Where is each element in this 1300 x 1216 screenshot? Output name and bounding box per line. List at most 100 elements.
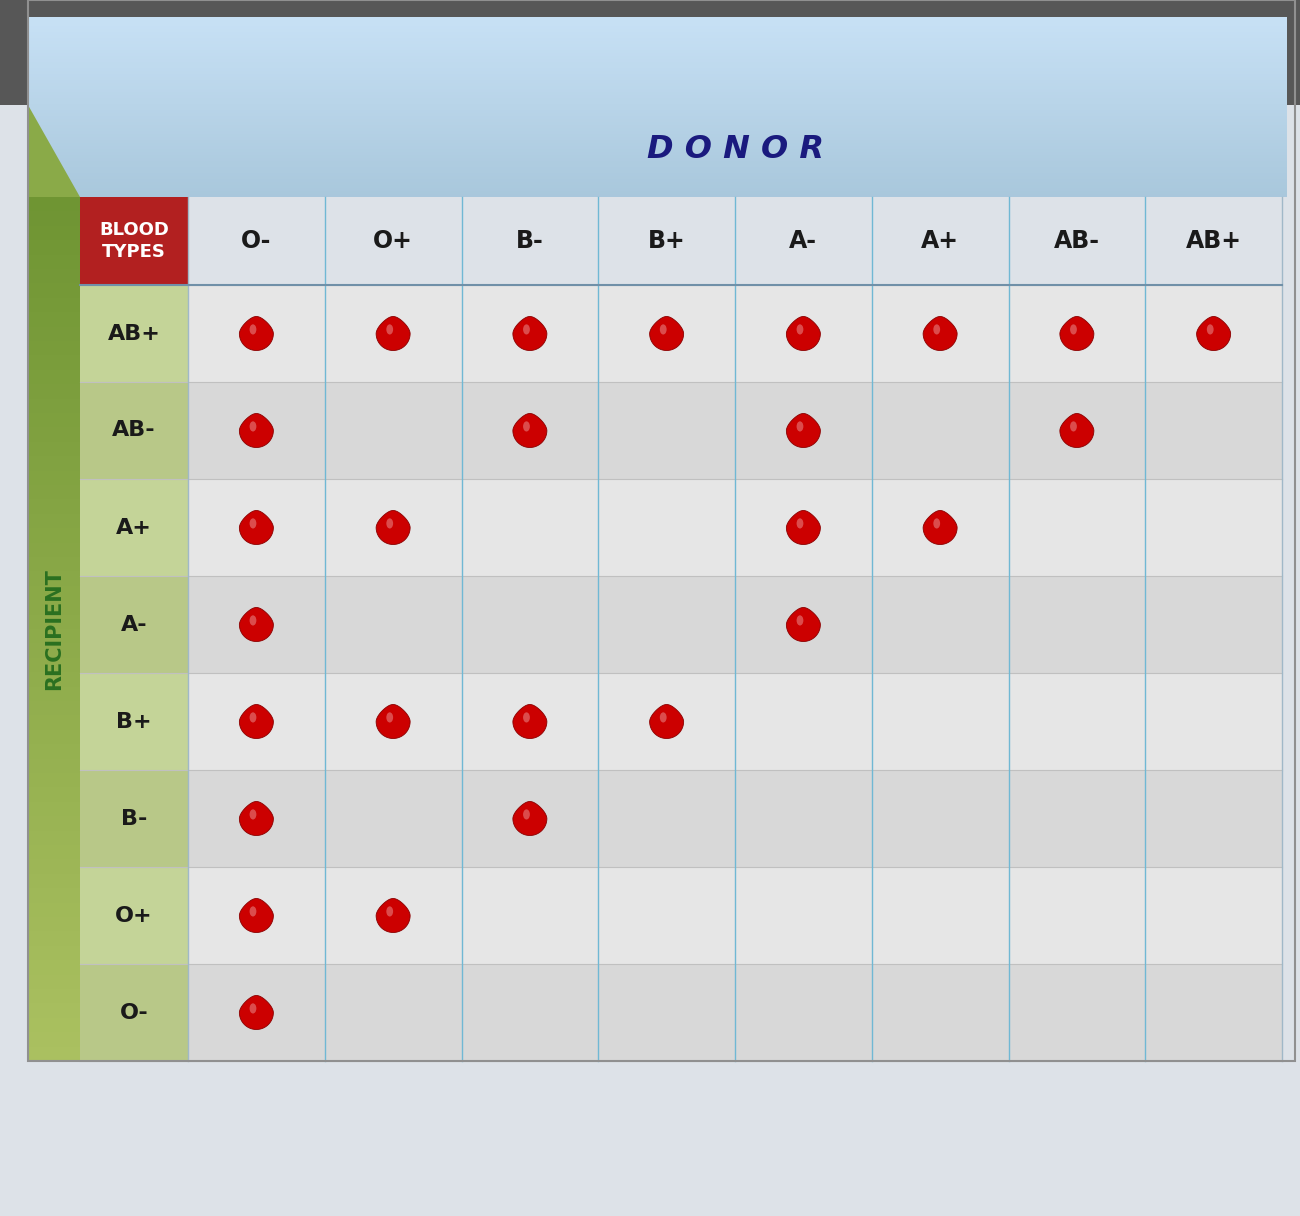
Bar bbox=[188, 576, 325, 672]
Bar bbox=[872, 672, 1009, 770]
Bar bbox=[872, 964, 1009, 1062]
Bar bbox=[872, 770, 1009, 867]
Bar bbox=[1009, 964, 1145, 1062]
Bar bbox=[29, 113, 1287, 116]
Bar bbox=[29, 122, 1287, 125]
Ellipse shape bbox=[523, 810, 530, 820]
Bar bbox=[462, 867, 598, 964]
Ellipse shape bbox=[386, 906, 393, 917]
Polygon shape bbox=[29, 105, 81, 197]
Bar bbox=[29, 989, 81, 1003]
Bar bbox=[81, 197, 188, 285]
Polygon shape bbox=[514, 316, 547, 350]
Bar bbox=[29, 150, 1287, 152]
Bar bbox=[462, 479, 598, 576]
Bar bbox=[872, 285, 1009, 382]
Text: AB-: AB- bbox=[1054, 229, 1100, 253]
Ellipse shape bbox=[1070, 325, 1076, 334]
Bar bbox=[1009, 285, 1145, 382]
Polygon shape bbox=[376, 704, 410, 738]
Text: RECIPIENT: RECIPIENT bbox=[44, 568, 64, 689]
Text: A+: A+ bbox=[922, 229, 959, 253]
Bar bbox=[29, 327, 81, 340]
Bar bbox=[29, 134, 1287, 137]
Bar bbox=[29, 860, 81, 874]
Bar bbox=[29, 95, 1287, 98]
Bar bbox=[0, 0, 1300, 105]
Bar bbox=[81, 867, 188, 964]
Bar bbox=[29, 41, 1287, 44]
Text: O+: O+ bbox=[373, 229, 413, 253]
Bar bbox=[29, 62, 1287, 64]
Bar bbox=[29, 173, 1287, 176]
Bar bbox=[29, 64, 1287, 68]
Bar bbox=[29, 68, 1287, 71]
Bar bbox=[29, 158, 1287, 161]
Bar bbox=[325, 672, 462, 770]
Bar bbox=[29, 1047, 81, 1062]
Bar bbox=[29, 29, 1287, 32]
Bar bbox=[1145, 672, 1282, 770]
Bar bbox=[29, 269, 81, 283]
Bar bbox=[188, 672, 325, 770]
Ellipse shape bbox=[1070, 421, 1076, 432]
Bar bbox=[188, 382, 325, 479]
Bar bbox=[734, 867, 872, 964]
Bar bbox=[29, 572, 81, 586]
Bar bbox=[29, 80, 1287, 83]
Bar bbox=[29, 888, 81, 902]
Bar bbox=[29, 340, 81, 355]
Bar bbox=[29, 89, 1287, 92]
Polygon shape bbox=[239, 316, 273, 350]
Text: O+: O+ bbox=[116, 906, 153, 925]
Bar bbox=[29, 176, 1287, 179]
Bar bbox=[29, 212, 81, 226]
Bar bbox=[734, 382, 872, 479]
Bar bbox=[188, 770, 325, 867]
Bar bbox=[29, 19, 1287, 23]
Bar bbox=[1145, 964, 1282, 1062]
Ellipse shape bbox=[523, 421, 530, 432]
Ellipse shape bbox=[250, 518, 256, 529]
Text: AB+: AB+ bbox=[108, 323, 160, 343]
Bar bbox=[462, 285, 598, 382]
Bar bbox=[462, 770, 598, 867]
Ellipse shape bbox=[250, 713, 256, 722]
Text: AB+: AB+ bbox=[1186, 229, 1242, 253]
Bar bbox=[872, 382, 1009, 479]
Text: AB-: AB- bbox=[112, 421, 156, 440]
Bar bbox=[872, 867, 1009, 964]
Bar bbox=[29, 182, 1287, 185]
Bar bbox=[325, 964, 462, 1062]
Bar bbox=[188, 479, 325, 576]
Bar bbox=[29, 179, 1287, 182]
Bar bbox=[29, 109, 1287, 113]
Bar bbox=[325, 867, 462, 964]
Bar bbox=[29, 38, 1287, 41]
Text: A+: A+ bbox=[116, 518, 152, 537]
Bar bbox=[29, 154, 1287, 158]
Bar bbox=[29, 601, 81, 614]
Bar bbox=[598, 964, 734, 1062]
Ellipse shape bbox=[386, 713, 393, 722]
Bar bbox=[29, 485, 81, 500]
Bar bbox=[29, 101, 1287, 105]
Text: B-: B- bbox=[121, 809, 147, 828]
Bar bbox=[325, 479, 462, 576]
Bar bbox=[81, 576, 188, 672]
Polygon shape bbox=[786, 413, 820, 447]
Polygon shape bbox=[514, 704, 547, 738]
Polygon shape bbox=[239, 704, 273, 738]
Bar bbox=[29, 98, 1287, 101]
Ellipse shape bbox=[797, 421, 803, 432]
Polygon shape bbox=[786, 511, 820, 545]
Bar bbox=[29, 917, 81, 931]
Bar bbox=[325, 285, 462, 382]
Text: B-: B- bbox=[516, 229, 543, 253]
Polygon shape bbox=[514, 801, 547, 835]
Text: BLOOD
TYPES: BLOOD TYPES bbox=[99, 221, 169, 261]
Bar bbox=[598, 672, 734, 770]
Polygon shape bbox=[786, 316, 820, 350]
Bar bbox=[29, 700, 81, 715]
Bar bbox=[462, 964, 598, 1062]
